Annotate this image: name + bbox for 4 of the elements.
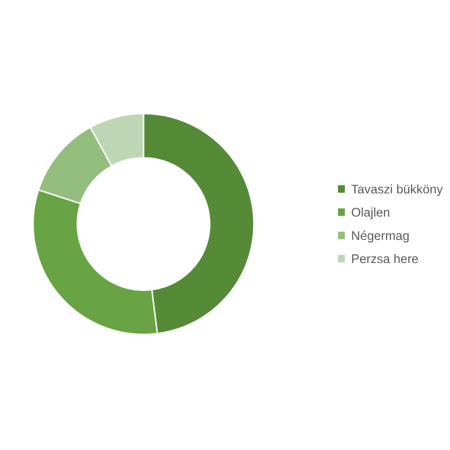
legend-label: Perzsa here [352, 254, 418, 264]
legend-label: Tavaszi bükköny [351, 184, 443, 196]
legend-label: Négermag [352, 230, 409, 242]
legend-label: Olajlen [352, 208, 390, 220]
